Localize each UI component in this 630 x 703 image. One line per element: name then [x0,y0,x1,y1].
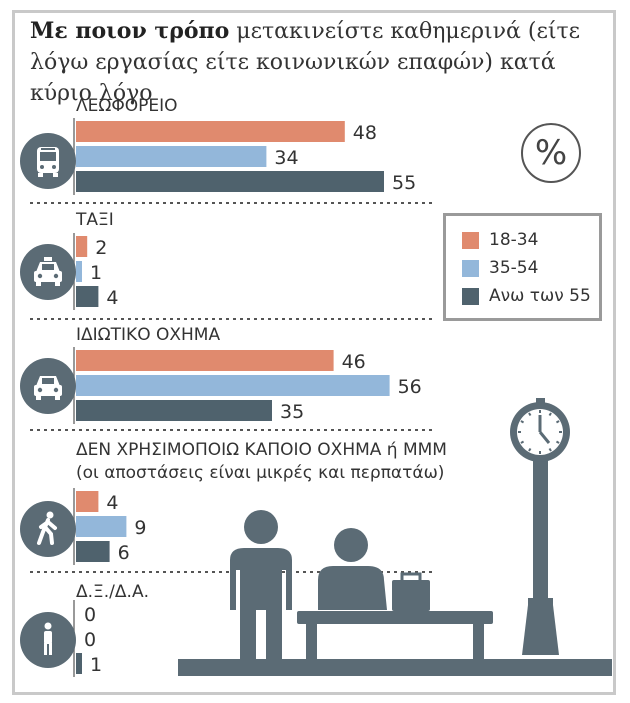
bar [76,350,334,371]
value-label: 48 [353,122,377,144]
value-label: 6 [118,542,130,564]
legend-label-35-54: 35-54 [489,258,539,278]
bar [76,171,384,192]
car-icon [20,358,76,414]
chart-title-bold: Με ποιον τρόπο [30,18,230,44]
waiting-people-illustration [178,398,612,676]
bar [76,541,110,562]
legend-item-18-34: 18-34 [462,230,538,250]
category-label: ΔΕΝ ΧΡΗΣΙΜΟΠΟΙΩ ΚΑΠΟΙΟ ΟΧΗΜΑ ή ΜΜΜ [76,440,447,460]
value-label: 0 [84,629,96,651]
legend-item-35-54: 35-54 [462,258,538,278]
value-label: 4 [106,287,118,309]
bar [76,653,82,674]
value-label: 9 [134,517,146,539]
seated-person [318,528,387,610]
value-label: 1 [90,654,102,676]
legend-item-55-plus: Ανω των 55 [462,286,591,306]
bench [297,611,493,624]
clock-icon [510,398,570,462]
bar [76,286,99,307]
value-label: 4 [106,492,118,514]
value-label: 34 [274,147,298,169]
category-note: (οι αποστάσεις είναι μικρές και περπατάω… [76,463,444,483]
value-label: 46 [342,351,366,373]
chart-title-rest: μετακινείστε καθημερινά (είτε λόγω εργασ… [30,19,581,106]
bar [76,121,345,142]
value-label: 0 [84,604,96,626]
bus-icon [20,133,76,189]
bar [76,261,82,282]
walking-person-icon [20,501,76,557]
bar [76,146,267,167]
legend-label-18-34: 18-34 [489,230,539,250]
bar [76,375,390,396]
value-label: 2 [95,237,107,259]
value-label: 35 [280,401,304,423]
value-label: 55 [392,172,416,194]
category-label: ΙΔΙΩΤΙΚΟ ΟΧΗΜΑ [76,325,220,345]
category-label: Δ.Ξ./Δ.Α. [76,582,149,602]
bar [76,236,88,257]
legend-swatch-35-54 [462,259,479,277]
bar [76,516,127,537]
bar [76,400,272,421]
legend-swatch-18-34 [462,231,479,249]
category-label: ΤΑΞΙ [75,210,114,230]
legend-swatch-55-plus [462,287,479,305]
chart-title: Με ποιον τρόπο μετακινείστε καθημερινά (… [30,16,610,109]
value-label: 1 [90,262,102,284]
legend-label-55-plus: Ανω των 55 [489,286,591,306]
briefcase-icon [392,580,430,611]
legend: 18-34 35-54 Ανω των 55 [443,213,602,321]
standing-person [230,510,292,660]
category-label: ΛΕΩΦΟΡΕΙΟ [76,96,178,116]
bar [76,491,99,512]
value-label: 56 [398,376,422,398]
taxi-icon [20,244,76,300]
person-icon [20,612,76,668]
percent-badge: % [521,123,581,183]
